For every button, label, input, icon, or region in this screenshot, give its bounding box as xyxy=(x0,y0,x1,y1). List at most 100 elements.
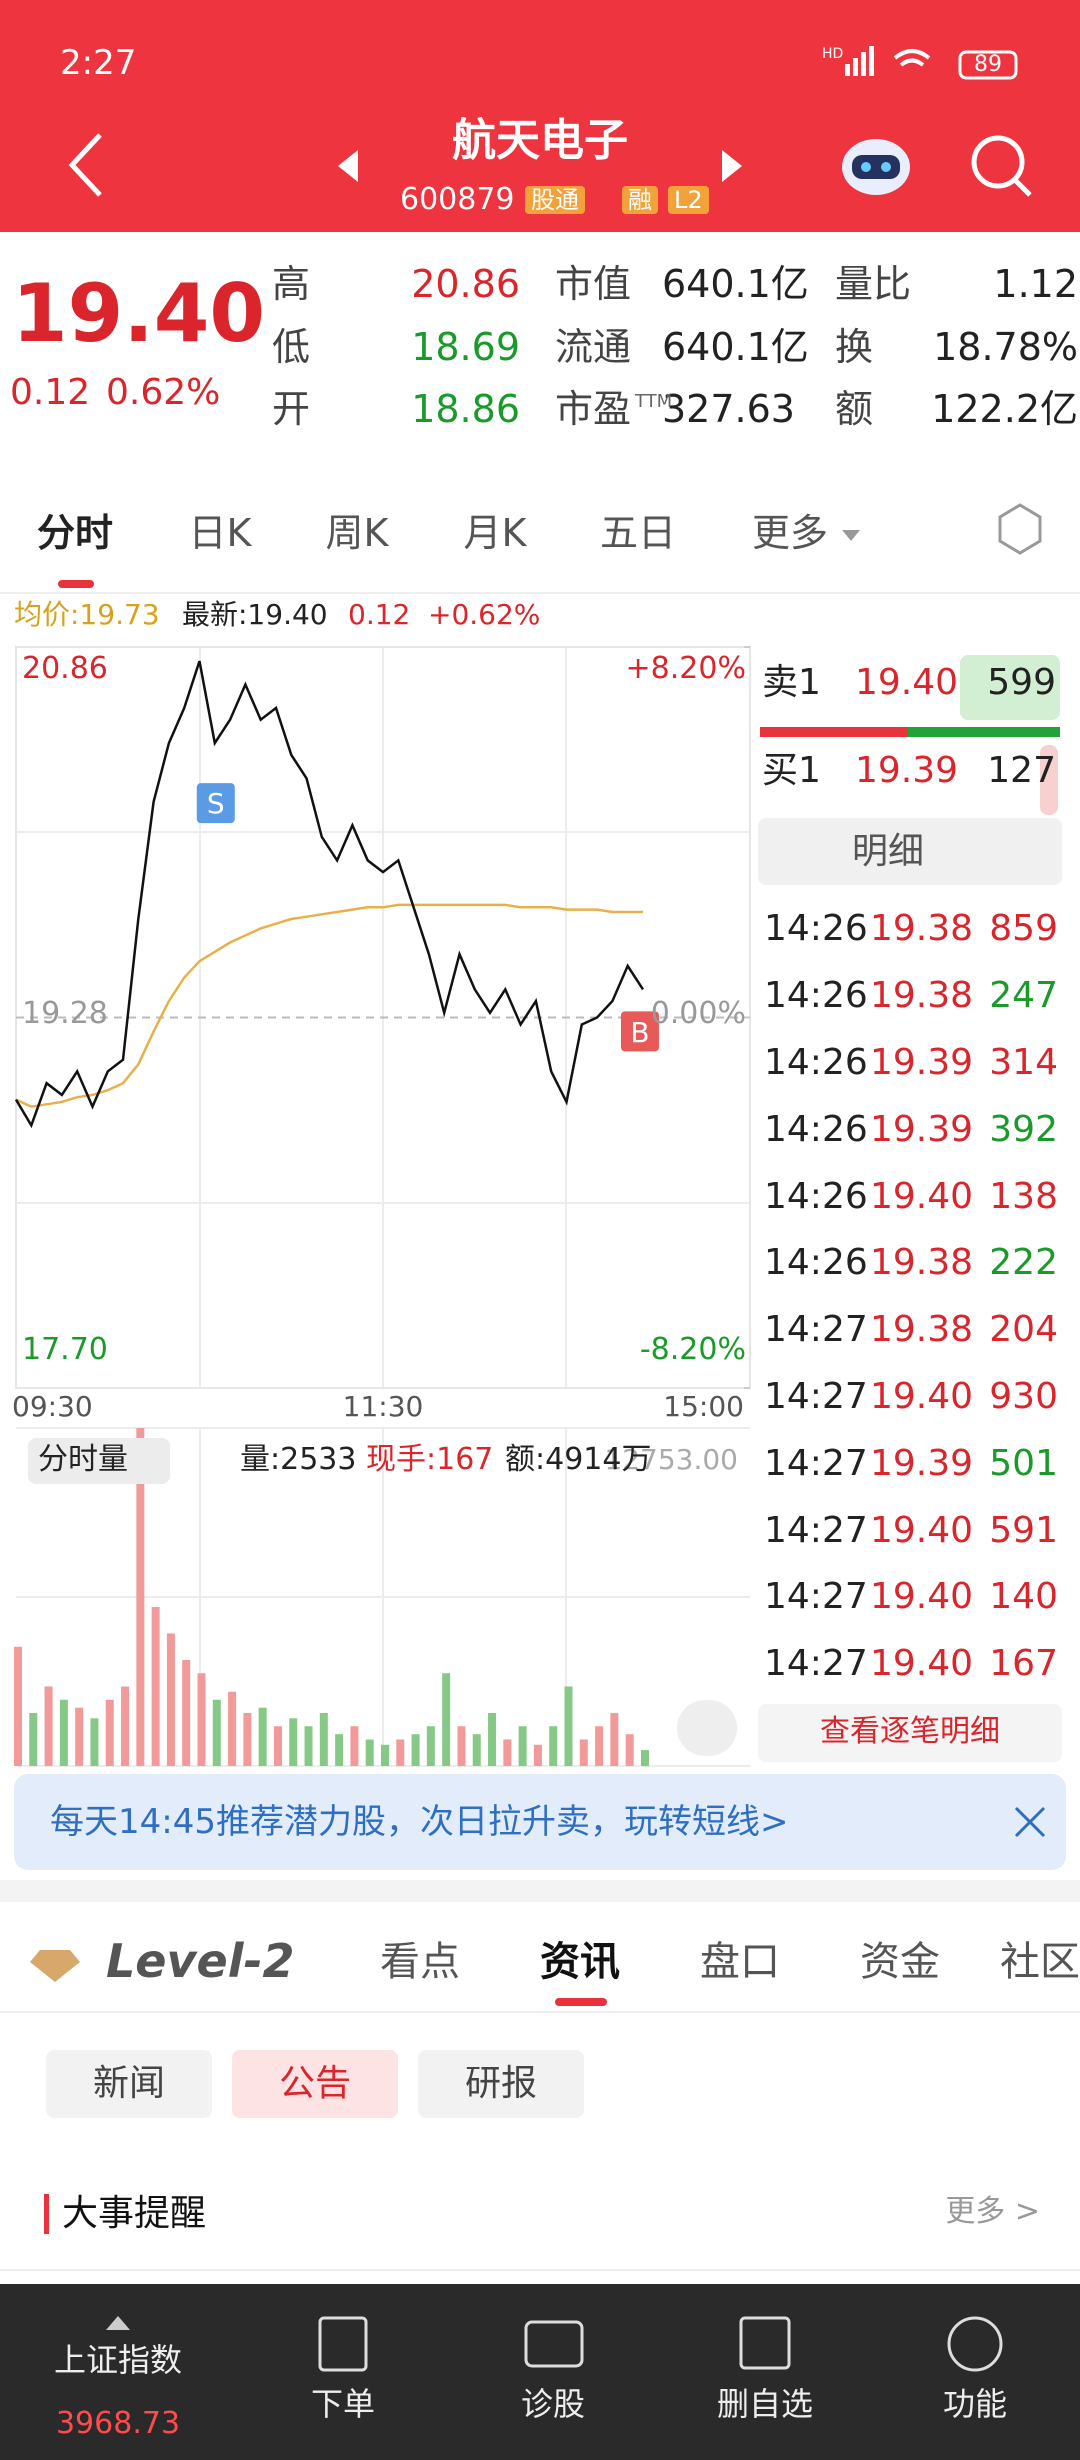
tick-vol: 140 xyxy=(989,1576,1058,1618)
settings[interactable] xyxy=(998,503,1042,555)
tick-time: 14:26 xyxy=(764,1042,868,1083)
tick-time: 14:27 xyxy=(764,1643,868,1685)
sub-tab[interactable]: 新闻 xyxy=(92,2063,166,2105)
info-pct: +0.62% xyxy=(428,598,541,632)
volume-bar xyxy=(579,1739,588,1766)
expand[interactable] xyxy=(677,1700,737,1756)
index-value: 3968.73 xyxy=(55,2406,181,2441)
level2-icon xyxy=(30,1950,80,1982)
prices-line xyxy=(14,660,645,1129)
section-tab[interactable]: 看点 xyxy=(380,1939,460,1985)
volume-bar xyxy=(304,1726,313,1766)
nav-item[interactable]: 删自选 xyxy=(716,2384,814,2423)
tab[interactable]: 日K xyxy=(188,511,252,556)
stat-label: 低 xyxy=(272,325,311,370)
banner[interactable]: 每天14:45推荐潜力股，次日拉升卖，玩转短线> xyxy=(50,1801,789,1842)
volume-amount: 额:4914万 xyxy=(505,1442,652,1477)
detail-bg[interactable] xyxy=(758,818,1062,885)
stat-value: 122.2亿 xyxy=(931,387,1078,432)
volume-bar xyxy=(151,1606,160,1766)
volume-select[interactable] xyxy=(28,1438,170,1484)
stat-value: 640.1亿 xyxy=(662,262,809,307)
tab[interactable]: 月K xyxy=(463,511,527,556)
volume-bar xyxy=(549,1726,558,1766)
stat-value: 18.86 xyxy=(411,387,520,432)
chart-grid xyxy=(16,647,750,1767)
events-more[interactable]: 更多 > xyxy=(945,2194,1040,2229)
detail-toggle[interactable]: 明细 xyxy=(851,831,925,873)
volume-bar xyxy=(533,1744,542,1766)
volume-vol: 量:2533 xyxy=(240,1442,357,1477)
volume-bar xyxy=(503,1739,512,1766)
change: 0.12 xyxy=(10,372,91,414)
tick-price: 19.40 xyxy=(870,1376,974,1417)
tick-price: 19.38 xyxy=(870,1242,974,1284)
tab[interactable]: 分时 xyxy=(36,511,114,556)
search[interactable] xyxy=(971,135,1025,189)
volume-bar xyxy=(105,1699,114,1766)
sub-tab[interactable]: 公告 xyxy=(278,2063,352,2105)
y-tick-label: 20.86 xyxy=(22,651,108,686)
tick-price: 19.40 xyxy=(870,1576,974,1618)
book-vol: 599 xyxy=(987,662,1056,704)
section-tab[interactable]: Level-2 xyxy=(106,1934,295,1989)
tab[interactable]: 更多 xyxy=(751,511,829,556)
back[interactable] xyxy=(68,133,102,197)
y2-tick-label: +8.20% xyxy=(625,651,746,686)
tick-time: 14:27 xyxy=(764,1309,868,1351)
robot[interactable] xyxy=(842,139,910,195)
section-tab[interactable]: 资讯 xyxy=(540,1939,620,1985)
tick-vol: 138 xyxy=(989,1175,1058,1217)
section-tab[interactable]: 盘口 xyxy=(700,1939,780,1985)
banner-bg[interactable] xyxy=(14,1774,1066,1870)
avg-price: 均价:19.73 xyxy=(14,598,160,632)
more-detail[interactable]: 查看逐笔明细 xyxy=(820,1714,1000,1749)
y-tick-label: 17.70 xyxy=(22,1332,108,1367)
prev[interactable] xyxy=(338,150,358,182)
volume-bar xyxy=(488,1712,497,1766)
x-tick-label: 15:00 xyxy=(663,1390,744,1424)
sub-tab-bg[interactable] xyxy=(46,2050,212,2118)
price: 19.40 xyxy=(12,267,266,360)
tab[interactable]: 周K xyxy=(325,511,389,556)
tab-underline xyxy=(58,580,94,588)
sub-tab-bg[interactable] xyxy=(418,2050,584,2118)
stat-value: 18.69 xyxy=(411,325,520,370)
banner-close[interactable] xyxy=(1014,1806,1046,1838)
signal: B xyxy=(630,1015,650,1049)
badge: 股通 xyxy=(525,185,585,215)
nav-item[interactable]: 诊股 xyxy=(520,2384,586,2423)
section-tab[interactable]: 社区 xyxy=(1000,1939,1080,1985)
tick-vol: 167 xyxy=(989,1643,1058,1685)
volume-bar xyxy=(44,1686,53,1766)
tick-vol: 930 xyxy=(989,1376,1058,1417)
info-change: 0.12 xyxy=(348,598,411,632)
volume-bar xyxy=(365,1739,374,1766)
volume-bar xyxy=(136,1428,145,1766)
section-tab[interactable]: 资金 xyxy=(860,1939,940,1985)
tick-vol: 392 xyxy=(989,1108,1058,1150)
search-handle xyxy=(1013,178,1032,197)
section-underline xyxy=(555,1998,607,2006)
badge: L2 xyxy=(668,185,709,215)
volume-hand: 现手:167 xyxy=(366,1442,494,1477)
tick-vol: 204 xyxy=(989,1309,1058,1351)
sub-tab[interactable]: 研报 xyxy=(464,2063,538,2105)
code: 600879 xyxy=(400,182,515,217)
tick-vol: 314 xyxy=(989,1042,1058,1083)
time: 2:27 xyxy=(60,42,137,83)
volume-bar xyxy=(564,1686,573,1766)
index-name[interactable]: 上证指数 xyxy=(53,2340,183,2379)
more-bg[interactable] xyxy=(758,1704,1062,1762)
more-arrow xyxy=(842,530,860,541)
nav-item[interactable]: 下单 xyxy=(310,2384,376,2423)
tick-time: 14:26 xyxy=(764,1108,868,1150)
book-price: 19.40 xyxy=(855,662,959,704)
sub-tab-bg[interactable] xyxy=(232,2050,398,2118)
next[interactable] xyxy=(722,150,742,182)
wifi xyxy=(893,49,931,67)
signal: S xyxy=(206,787,225,821)
tab[interactable]: 五日 xyxy=(599,511,677,556)
nav-item[interactable]: 功能 xyxy=(942,2384,1008,2423)
